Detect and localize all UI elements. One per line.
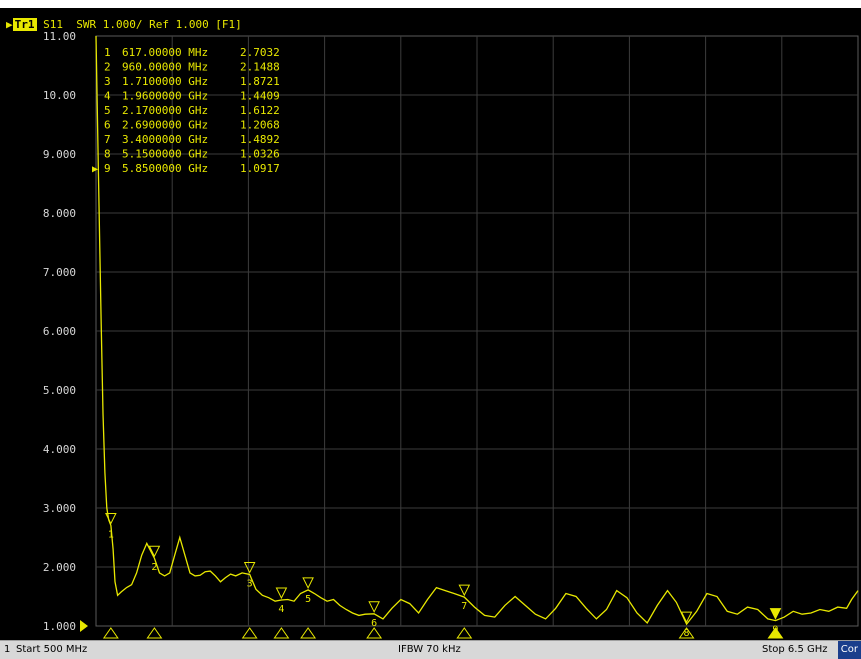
marker-label: 6 (371, 618, 377, 629)
marker-table-id: 8 (104, 148, 111, 161)
marker-table-id: 7 (104, 133, 111, 146)
y-tick-label: 10.00 (43, 89, 76, 102)
stimulus-marker-icon[interactable] (456, 627, 473, 639)
stimulus-marker-icon[interactable] (300, 627, 317, 639)
marker-table-id: 6 (104, 119, 111, 132)
marker-table-value: 1.4892 (240, 133, 280, 146)
marker-table-frequency: 1.7100000 GHz (122, 75, 208, 88)
y-tick-label: 6.000 (43, 325, 76, 338)
y-tick-label: 11.00 (43, 30, 76, 43)
start-frequency[interactable]: Start 500 MHz (16, 644, 88, 655)
marker-table-value: 1.8721 (240, 75, 280, 88)
reference-level-arrow-icon[interactable] (80, 620, 88, 632)
swr-trace-line (95, 35, 859, 626)
trace-info: S11 SWR 1.000/ Ref 1.000 [F1] (43, 18, 242, 31)
y-tick-label: 3.000 (43, 502, 76, 515)
marker-table-value: 1.4409 (240, 90, 280, 103)
marker-table-frequency: 617.00000 MHz (122, 46, 208, 59)
marker-table-value: 1.0326 (240, 148, 280, 161)
marker-label: 4 (278, 604, 284, 615)
marker-triangle-icon[interactable] (368, 601, 380, 613)
marker-table-frequency: 5.8500000 GHz (122, 162, 208, 175)
marker-table-frequency: 1.9600000 GHz (122, 90, 208, 103)
marker-label: 8 (684, 628, 690, 639)
swr-chart: 1.000 2.000 3.000 4.000 5.000 6.000 7.000 8.000… (43, 30, 859, 639)
correction-badge[interactable]: Cor (837, 641, 861, 659)
ifbw-setting[interactable]: IFBW 70 kHz (398, 644, 461, 655)
marker-table-frequency: 2.1700000 GHz (122, 104, 208, 117)
status-bar: 1 Start 500 MHz IFBW 70 kHz Stop 6.5 GHz… (0, 640, 861, 659)
marker-table-id: 4 (104, 90, 111, 103)
marker-table-frequency: 5.1500000 GHz (122, 148, 208, 161)
stimulus-marker-icon[interactable] (678, 627, 695, 639)
marker-triangle-icon[interactable] (275, 587, 288, 600)
stimulus-marker-icon[interactable] (366, 627, 383, 639)
stimulus-marker-icon[interactable] (273, 627, 290, 639)
marker-triangle-icon[interactable] (302, 577, 314, 589)
y-tick-label: 2.000 (43, 561, 76, 574)
marker-triangle-icon[interactable] (243, 562, 256, 574)
stimulus-marker-icon[interactable] (146, 627, 163, 639)
marker-triangle-icon[interactable] (769, 608, 782, 620)
stimulus-marker-icon[interactable] (102, 627, 119, 639)
marker-triangle-icon[interactable] (458, 584, 471, 597)
marker-table-frequency: 2.6900000 GHz (122, 119, 208, 132)
marker-table-id: 1 (104, 46, 111, 59)
stop-frequency[interactable]: Stop 6.5 GHz (762, 644, 828, 655)
y-tick-label: 8.000 (43, 207, 76, 220)
y-tick-label: 5.000 (43, 384, 76, 397)
stimulus-marker-icon[interactable] (767, 627, 784, 639)
marker-table-frequency: 3.4000000 GHz (122, 133, 208, 146)
y-tick-label: 9.000 (43, 148, 76, 161)
trace-header[interactable]: ▶ Tr1 S11 SWR 1.000/ Ref 1.000 [F1] (6, 18, 242, 32)
marker-table-frequency: 960.00000 MHz (122, 61, 208, 74)
marker-triangle-icon[interactable] (680, 611, 693, 624)
marker-table-id: 2 (104, 61, 111, 74)
marker-table-value: 2.7032 (240, 46, 280, 59)
marker-table-value: 1.2068 (240, 119, 280, 132)
marker-label: 7 (461, 601, 467, 612)
marker-label: 1 (108, 530, 114, 541)
plot-frame: 1.000 2.000 3.000 4.000 5.000 6.000 7.000 8.000… (0, 8, 861, 640)
y-tick-label: 1.000 (43, 620, 76, 633)
trace-tag[interactable]: Tr1 (12, 18, 37, 31)
active-trace-arrow-icon: ▶ (6, 18, 13, 31)
marker-table-id: 9 (104, 162, 111, 175)
marker-table-value: 1.0917 (240, 162, 280, 175)
marker-label: 3 (247, 579, 253, 590)
y-tick-label: 4.000 (43, 443, 76, 456)
y-tick-label: 7.000 (43, 266, 76, 279)
marker-table-value: 1.6122 (240, 104, 280, 117)
active-marker-arrow-icon: ▶ (92, 164, 98, 175)
marker-triangle-icon[interactable] (105, 513, 117, 525)
marker-label: 5 (305, 594, 311, 605)
stimulus-marker-icon[interactable] (241, 627, 258, 639)
marker-triangle-icon[interactable] (148, 545, 161, 558)
marker-table-id: 3 (104, 75, 111, 88)
marker-table-value: 2.1488 (240, 61, 280, 74)
channel-number: 1 (4, 644, 11, 655)
marker-table-id: 5 (104, 104, 111, 117)
marker-label: 2 (151, 562, 157, 573)
